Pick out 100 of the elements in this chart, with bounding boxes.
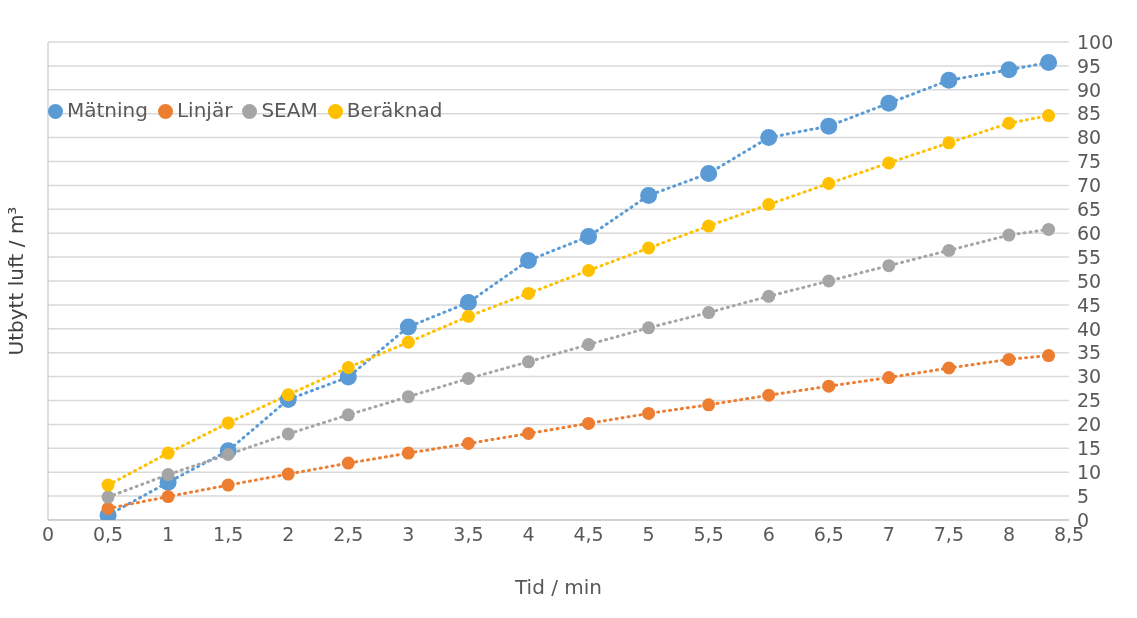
y-tick-label: 70 xyxy=(1077,174,1102,197)
point xyxy=(640,186,658,204)
x-tick-label: 4,5 xyxy=(573,523,604,546)
legend-label: SEAM xyxy=(261,98,318,122)
point xyxy=(1042,349,1056,363)
x-tick-label: 0,5 xyxy=(92,523,124,546)
x-tick-label: 6,5 xyxy=(813,523,844,546)
point xyxy=(822,274,836,288)
x-tick-label: 0 xyxy=(41,523,55,546)
y-tick-label: 75 xyxy=(1077,150,1102,173)
point xyxy=(582,263,596,277)
point xyxy=(1040,54,1058,72)
point xyxy=(880,94,898,112)
legend-label: Mätning xyxy=(67,98,148,122)
x-tick-label: 1 xyxy=(162,523,175,546)
point xyxy=(582,338,596,352)
point xyxy=(702,306,716,320)
y-tick-label: 65 xyxy=(1077,198,1102,221)
point xyxy=(1002,116,1016,130)
point xyxy=(1042,222,1056,236)
point xyxy=(461,372,475,386)
point xyxy=(101,502,115,516)
point xyxy=(1000,61,1018,79)
point xyxy=(942,243,956,257)
y-tick-label: 85 xyxy=(1077,102,1102,125)
point xyxy=(341,361,355,375)
point xyxy=(221,478,235,492)
point xyxy=(101,490,115,504)
point xyxy=(942,361,956,375)
y-tick-label: 5 xyxy=(1077,484,1090,507)
x-tick-label: 5 xyxy=(642,523,655,546)
point xyxy=(101,478,115,492)
point xyxy=(341,456,355,470)
point xyxy=(401,335,415,349)
point xyxy=(341,408,355,422)
point xyxy=(702,398,716,412)
point xyxy=(281,427,295,441)
x-tick-label: 7,5 xyxy=(933,523,964,546)
y-tick-label: 50 xyxy=(1077,269,1102,292)
point xyxy=(762,198,776,212)
y-tick-label: 60 xyxy=(1077,221,1102,244)
point xyxy=(459,294,477,312)
point xyxy=(221,416,235,430)
y-tick-label: 15 xyxy=(1077,437,1102,460)
point xyxy=(942,136,956,150)
point xyxy=(582,416,596,430)
y-tick-label: 95 xyxy=(1077,54,1102,77)
legend-label: Linjär xyxy=(176,98,233,122)
x-tick-label: 2,5 xyxy=(333,523,364,546)
point xyxy=(461,437,475,451)
y-tick-label: 80 xyxy=(1077,126,1102,149)
point xyxy=(399,318,417,336)
point xyxy=(760,129,778,147)
x-tick-label: 6 xyxy=(762,523,775,546)
point xyxy=(519,251,537,269)
point xyxy=(281,388,295,402)
y-tick-label: 100 xyxy=(1077,30,1114,53)
x-tick-label: 3,5 xyxy=(453,523,484,546)
point xyxy=(1002,352,1016,366)
x-tick-label: 5,5 xyxy=(693,523,724,546)
point xyxy=(762,388,776,402)
point xyxy=(1002,228,1016,242)
point xyxy=(161,468,175,482)
x-axis-title: Tid / min xyxy=(513,575,603,599)
point xyxy=(580,228,598,246)
point xyxy=(161,490,175,504)
point xyxy=(700,164,718,182)
point xyxy=(281,467,295,481)
point xyxy=(221,448,235,462)
y-tick-label: 90 xyxy=(1077,78,1102,101)
point xyxy=(940,71,958,89)
x-tick-label: 7 xyxy=(882,523,895,546)
point xyxy=(882,156,896,170)
point xyxy=(882,259,896,273)
x-tick-label: 1,5 xyxy=(213,523,244,546)
x-tick-label: 8 xyxy=(1002,523,1015,546)
point xyxy=(822,379,836,393)
y-tick-label: 40 xyxy=(1077,317,1102,340)
point xyxy=(401,446,415,460)
point xyxy=(822,176,836,190)
y-tick-label: 55 xyxy=(1077,245,1102,268)
y-tick-label: 20 xyxy=(1077,413,1102,436)
point xyxy=(521,286,535,300)
point xyxy=(521,426,535,440)
point xyxy=(820,117,838,135)
point xyxy=(161,446,175,460)
point xyxy=(882,371,896,385)
y-tick-label: 25 xyxy=(1077,389,1102,412)
x-tick-label: 4 xyxy=(522,523,535,546)
point xyxy=(461,309,475,323)
y-axis-title: Utbytt luft / m³ xyxy=(4,206,29,356)
legend-label: Beräknad xyxy=(346,98,443,122)
point xyxy=(702,219,716,233)
point xyxy=(642,321,656,335)
y-tick-label: 45 xyxy=(1077,293,1102,316)
point xyxy=(762,289,776,303)
x-tick-label: 2 xyxy=(282,523,295,546)
y-tick-label: 30 xyxy=(1077,365,1102,388)
point xyxy=(642,406,656,420)
point xyxy=(521,355,535,369)
